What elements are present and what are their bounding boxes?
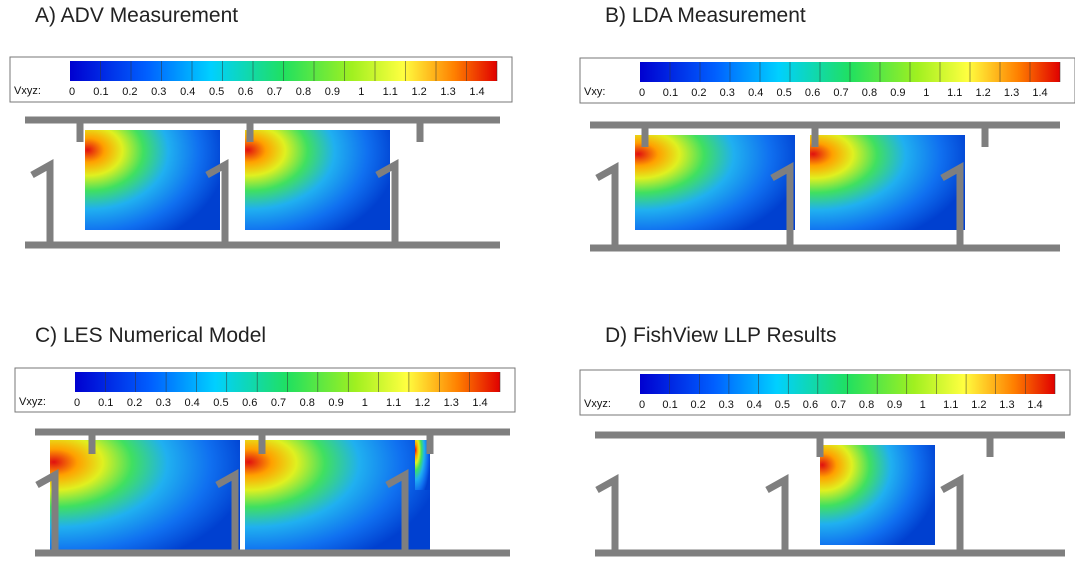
colorbar-tick-label: 1.3 <box>999 399 1014 411</box>
colorbar-tick-label: 0.3 <box>720 87 735 99</box>
colorbar-tick-label: 0 <box>639 87 645 99</box>
baffle <box>30 159 54 245</box>
panel-title: A) ADV Measurement <box>35 4 238 27</box>
colorbar-tick-label: 0.1 <box>98 397 113 409</box>
colorbar-tick-label: 0.9 <box>328 397 343 409</box>
velocity-field <box>245 130 390 230</box>
colorbar-tick-label: 1 <box>920 399 926 411</box>
colorbar-tick-label: 0.2 <box>122 86 137 98</box>
colorbar-tick-label: 0.7 <box>831 399 846 411</box>
velocity-field <box>50 440 240 550</box>
colorbar-tick-label: 0.6 <box>238 86 253 98</box>
baffle <box>385 469 409 553</box>
velocity-field <box>245 440 430 550</box>
colorbar-tick-label: 0.4 <box>180 86 195 98</box>
baffle <box>770 162 794 248</box>
colorbar-tick-label: 1.1 <box>943 399 958 411</box>
colorbar-tick-label: 0.4 <box>184 397 199 409</box>
colorbar-tick-label: 0.6 <box>803 399 818 411</box>
panel-title: C) LES Numerical Model <box>35 324 266 347</box>
panel: D) FishView LLP Results Vxyz: 0 0.1 0.2 0.3 0.… <box>579 324 1071 557</box>
colorbar-tick-label: 0.4 <box>747 399 762 411</box>
colorbar-tick-label: 1.4 <box>472 397 487 409</box>
colorbar-tick-label: 1.2 <box>415 397 430 409</box>
baffle <box>595 474 619 553</box>
baffle <box>215 469 239 553</box>
colorbar-tick-label: 0.5 <box>775 399 790 411</box>
colorbar-tick-label: 1.2 <box>411 86 426 98</box>
colorbar-tick-label: 0.2 <box>691 87 706 99</box>
colorbar-label: Vxy: <box>584 86 605 98</box>
panel: A) ADV Measurement Vxyz: 0 0.1 0.2 0.3 0.4 0.5 0… <box>9 4 513 249</box>
colorbar-tick-label: 0.9 <box>890 87 905 99</box>
colorbar-tick-label: 0.7 <box>271 397 286 409</box>
colorbar-tick-label: 0.4 <box>748 87 763 99</box>
colorbar-tick-label: 1.2 <box>975 87 990 99</box>
colorbar-tick-label: 1.4 <box>1027 399 1042 411</box>
colorbar-label: Vxyz: <box>14 85 41 97</box>
colorbar-tick-label: 0.9 <box>887 399 902 411</box>
panel-title: B) LDA Measurement <box>605 4 806 27</box>
colorbar-tick-label: 0.2 <box>690 399 705 411</box>
colorbar-tick-label: 1 <box>358 86 364 98</box>
colorbar-tick-label: 1.3 <box>440 86 455 98</box>
velocity-field <box>820 445 935 545</box>
colorbar-tick-label: 0.6 <box>242 397 257 409</box>
colorbar-tick-label: 0 <box>639 399 645 411</box>
baffle <box>765 474 789 553</box>
panel-title: D) FishView LLP Results <box>605 324 836 347</box>
baffle <box>375 159 399 245</box>
baffle <box>595 162 619 248</box>
colorbar-tick-label: 1.4 <box>1032 87 1047 99</box>
baffle <box>35 469 59 553</box>
colorbar-tick-label: 1.4 <box>469 86 484 98</box>
colorbar-tick-label: 0.1 <box>662 399 677 411</box>
colorbar-tick-label: 0.5 <box>776 87 791 99</box>
colorbar-tick-label: 1 <box>362 397 368 409</box>
baffle <box>940 162 964 248</box>
colorbar-tick-label: 1.1 <box>947 87 962 99</box>
colorbar-tick-label: 0.8 <box>296 86 311 98</box>
velocity-field <box>810 135 965 230</box>
baffle <box>205 159 229 245</box>
colorbar-tick-label: 0.8 <box>300 397 315 409</box>
colorbar-tick-label: 0.5 <box>209 86 224 98</box>
colorbar-tick-label: 0.2 <box>127 397 142 409</box>
colorbar-tick-label: 0.8 <box>859 399 874 411</box>
colorbar-tick-label: 1.1 <box>383 86 398 98</box>
velocity-field <box>85 130 220 230</box>
velocity-field <box>635 135 795 230</box>
colorbar-label: Vxyz: <box>19 396 46 408</box>
colorbar-tick-label: 0.5 <box>213 397 228 409</box>
panel: B) LDA Measurement Vxy: 0 0.1 0.2 0.3 0.4 0.5 0.… <box>579 4 1075 252</box>
colorbar-tick-label: 0.7 <box>267 86 282 98</box>
colorbar-tick-label: 0 <box>69 86 75 98</box>
colorbar-tick-label: 0.7 <box>833 87 848 99</box>
colorbar-tick-label: 0 <box>74 397 80 409</box>
colorbar-tick-label: 1.2 <box>971 399 986 411</box>
colorbar-tick-label: 0.9 <box>325 86 340 98</box>
baffle <box>940 474 964 553</box>
colorbar-tick-label: 0.1 <box>663 87 678 99</box>
colorbar-tick-label: 1.3 <box>444 397 459 409</box>
panel: C) LES Numerical Model Vxyz: 0 0.1 0.2 0.3 0.4… <box>14 324 516 557</box>
colorbar-label: Vxyz: <box>584 398 611 410</box>
colorbar-tick-label: 1 <box>923 87 929 99</box>
colorbar-tick-label: 0.8 <box>862 87 877 99</box>
colorbar-tick-label: 1.3 <box>1004 87 1019 99</box>
colorbar-tick-label: 0.6 <box>805 87 820 99</box>
colorbar-tick-label: 0.1 <box>93 86 108 98</box>
colorbar-tick-label: 1.1 <box>386 397 401 409</box>
colorbar-tick-label: 0.3 <box>156 397 171 409</box>
velocity-field <box>415 440 430 490</box>
colorbar-tick-label: 0.3 <box>151 86 166 98</box>
colorbar-tick-label: 0.3 <box>719 399 734 411</box>
